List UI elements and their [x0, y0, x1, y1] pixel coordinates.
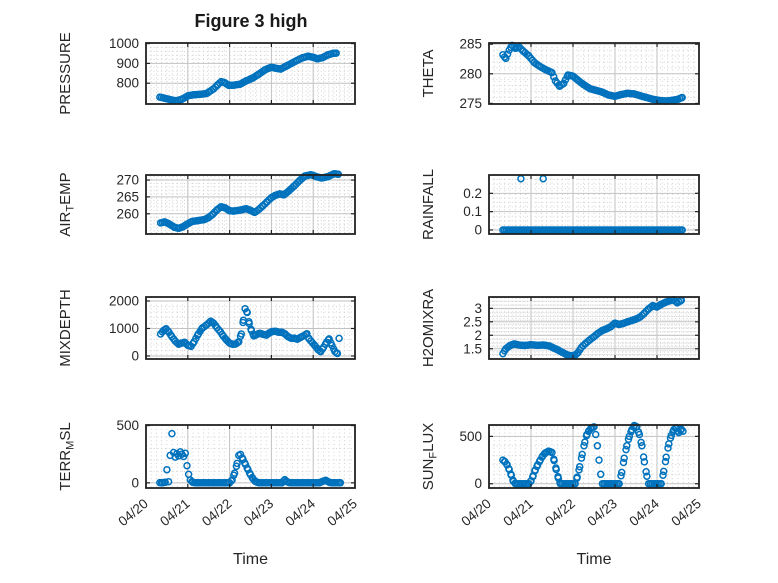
- x-axis-label-right-column: Time: [576, 551, 612, 568]
- subplot-terr_msl: 0 500 TERRMSL 04/20 04/21 04/22 04/23 04/24 04/2…: [57, 418, 360, 529]
- x-tick-label: 04/24: [283, 496, 319, 530]
- y-tick-label: 265: [116, 189, 139, 204]
- y-tick-label: 0: [474, 476, 482, 491]
- subplot-h2omixra: 1.522.53 H2OMIXRA: [420, 289, 700, 367]
- data-series-markers: [156, 429, 345, 487]
- x-tick-label: 04/20: [115, 496, 151, 529]
- y-axis-label: AIRTEMP: [57, 172, 77, 236]
- x-tick-label: 04/22: [542, 496, 578, 529]
- y-axis-label: MIXDEPTH: [57, 289, 74, 367]
- y-tick-label: 2.5: [463, 314, 482, 329]
- y-tick-label: 800: [116, 76, 139, 91]
- y-axis-label: H2OMIXRA: [420, 289, 437, 367]
- minor-grid: [146, 43, 355, 104]
- data-series-markers: [499, 421, 687, 488]
- subplot-rainfall: 0 0.1 0.2 RAINFALL: [420, 169, 700, 240]
- y-tick-label: 285: [459, 37, 482, 52]
- subplot-sun_flux: 0 500 SUNFLUX 04/20 04/21 04/22 04/23 04/24 04/2…: [420, 421, 704, 530]
- y-tick-label: 0: [131, 348, 139, 363]
- data-series-markers: [499, 295, 686, 360]
- y-tick-label: 275: [459, 96, 482, 111]
- subplot-pressure: 800 900 1000 PRESSURE: [57, 32, 356, 115]
- major-grid: [489, 43, 699, 104]
- y-tick-label: 900: [116, 56, 139, 71]
- y-tick-label: 2000: [109, 293, 139, 308]
- x-tick-label: 04/21: [500, 496, 536, 529]
- y-tick-label: 280: [459, 66, 482, 81]
- figure-title: Figure 3 high: [194, 11, 308, 31]
- y-tick-label: 1.5: [463, 341, 482, 356]
- y-tick-label: 0.1: [463, 204, 482, 219]
- x-tick-label: 04/23: [584, 496, 620, 529]
- y-tick-label: 3: [474, 301, 482, 316]
- y-axis-label: SUNFLUX: [420, 423, 440, 491]
- minor-grid: [489, 175, 699, 234]
- x-tick-label: 04/22: [199, 496, 235, 529]
- x-tick-label: 04/20: [458, 496, 494, 529]
- x-tick-label: 04/23: [241, 496, 277, 529]
- x-tick-label: 04/25: [324, 496, 360, 529]
- y-tick-label: 500: [459, 429, 482, 444]
- x-tick-label: 04/24: [626, 496, 662, 530]
- y-tick-label: 0.2: [463, 186, 482, 201]
- subplot-mixdepth: 0 1000 2000 MIXDEPTH: [57, 289, 356, 367]
- x-axis-label-left-column: Time: [233, 551, 268, 568]
- minor-grid: [146, 175, 355, 234]
- y-axis-label: TERRMSL: [57, 422, 77, 490]
- y-tick-label: 2: [474, 328, 482, 343]
- y-tick-label: 270: [116, 173, 139, 188]
- subplot-theta: 275 280 285 THETA: [420, 37, 700, 111]
- y-tick-label: 1000: [109, 321, 139, 336]
- x-tick-label: 04/21: [157, 496, 193, 529]
- y-axis-label: THETA: [420, 49, 437, 97]
- major-grid: [146, 43, 355, 104]
- data-series-markers: [156, 304, 343, 358]
- y-axis-label: PRESSURE: [57, 32, 74, 115]
- y-tick-label: 1000: [109, 36, 139, 51]
- y-axis-label: RAINFALL: [420, 169, 437, 240]
- data-series-markers: [156, 49, 340, 105]
- y-tick-label: 500: [116, 418, 139, 433]
- data-series-markers: [499, 41, 686, 105]
- data-series-markers: [156, 169, 343, 233]
- y-tick-label: 0: [131, 475, 139, 490]
- y-tick-label: 0: [474, 222, 482, 237]
- y-tick-label: 260: [116, 206, 139, 221]
- x-tick-label: 04/25: [668, 496, 704, 529]
